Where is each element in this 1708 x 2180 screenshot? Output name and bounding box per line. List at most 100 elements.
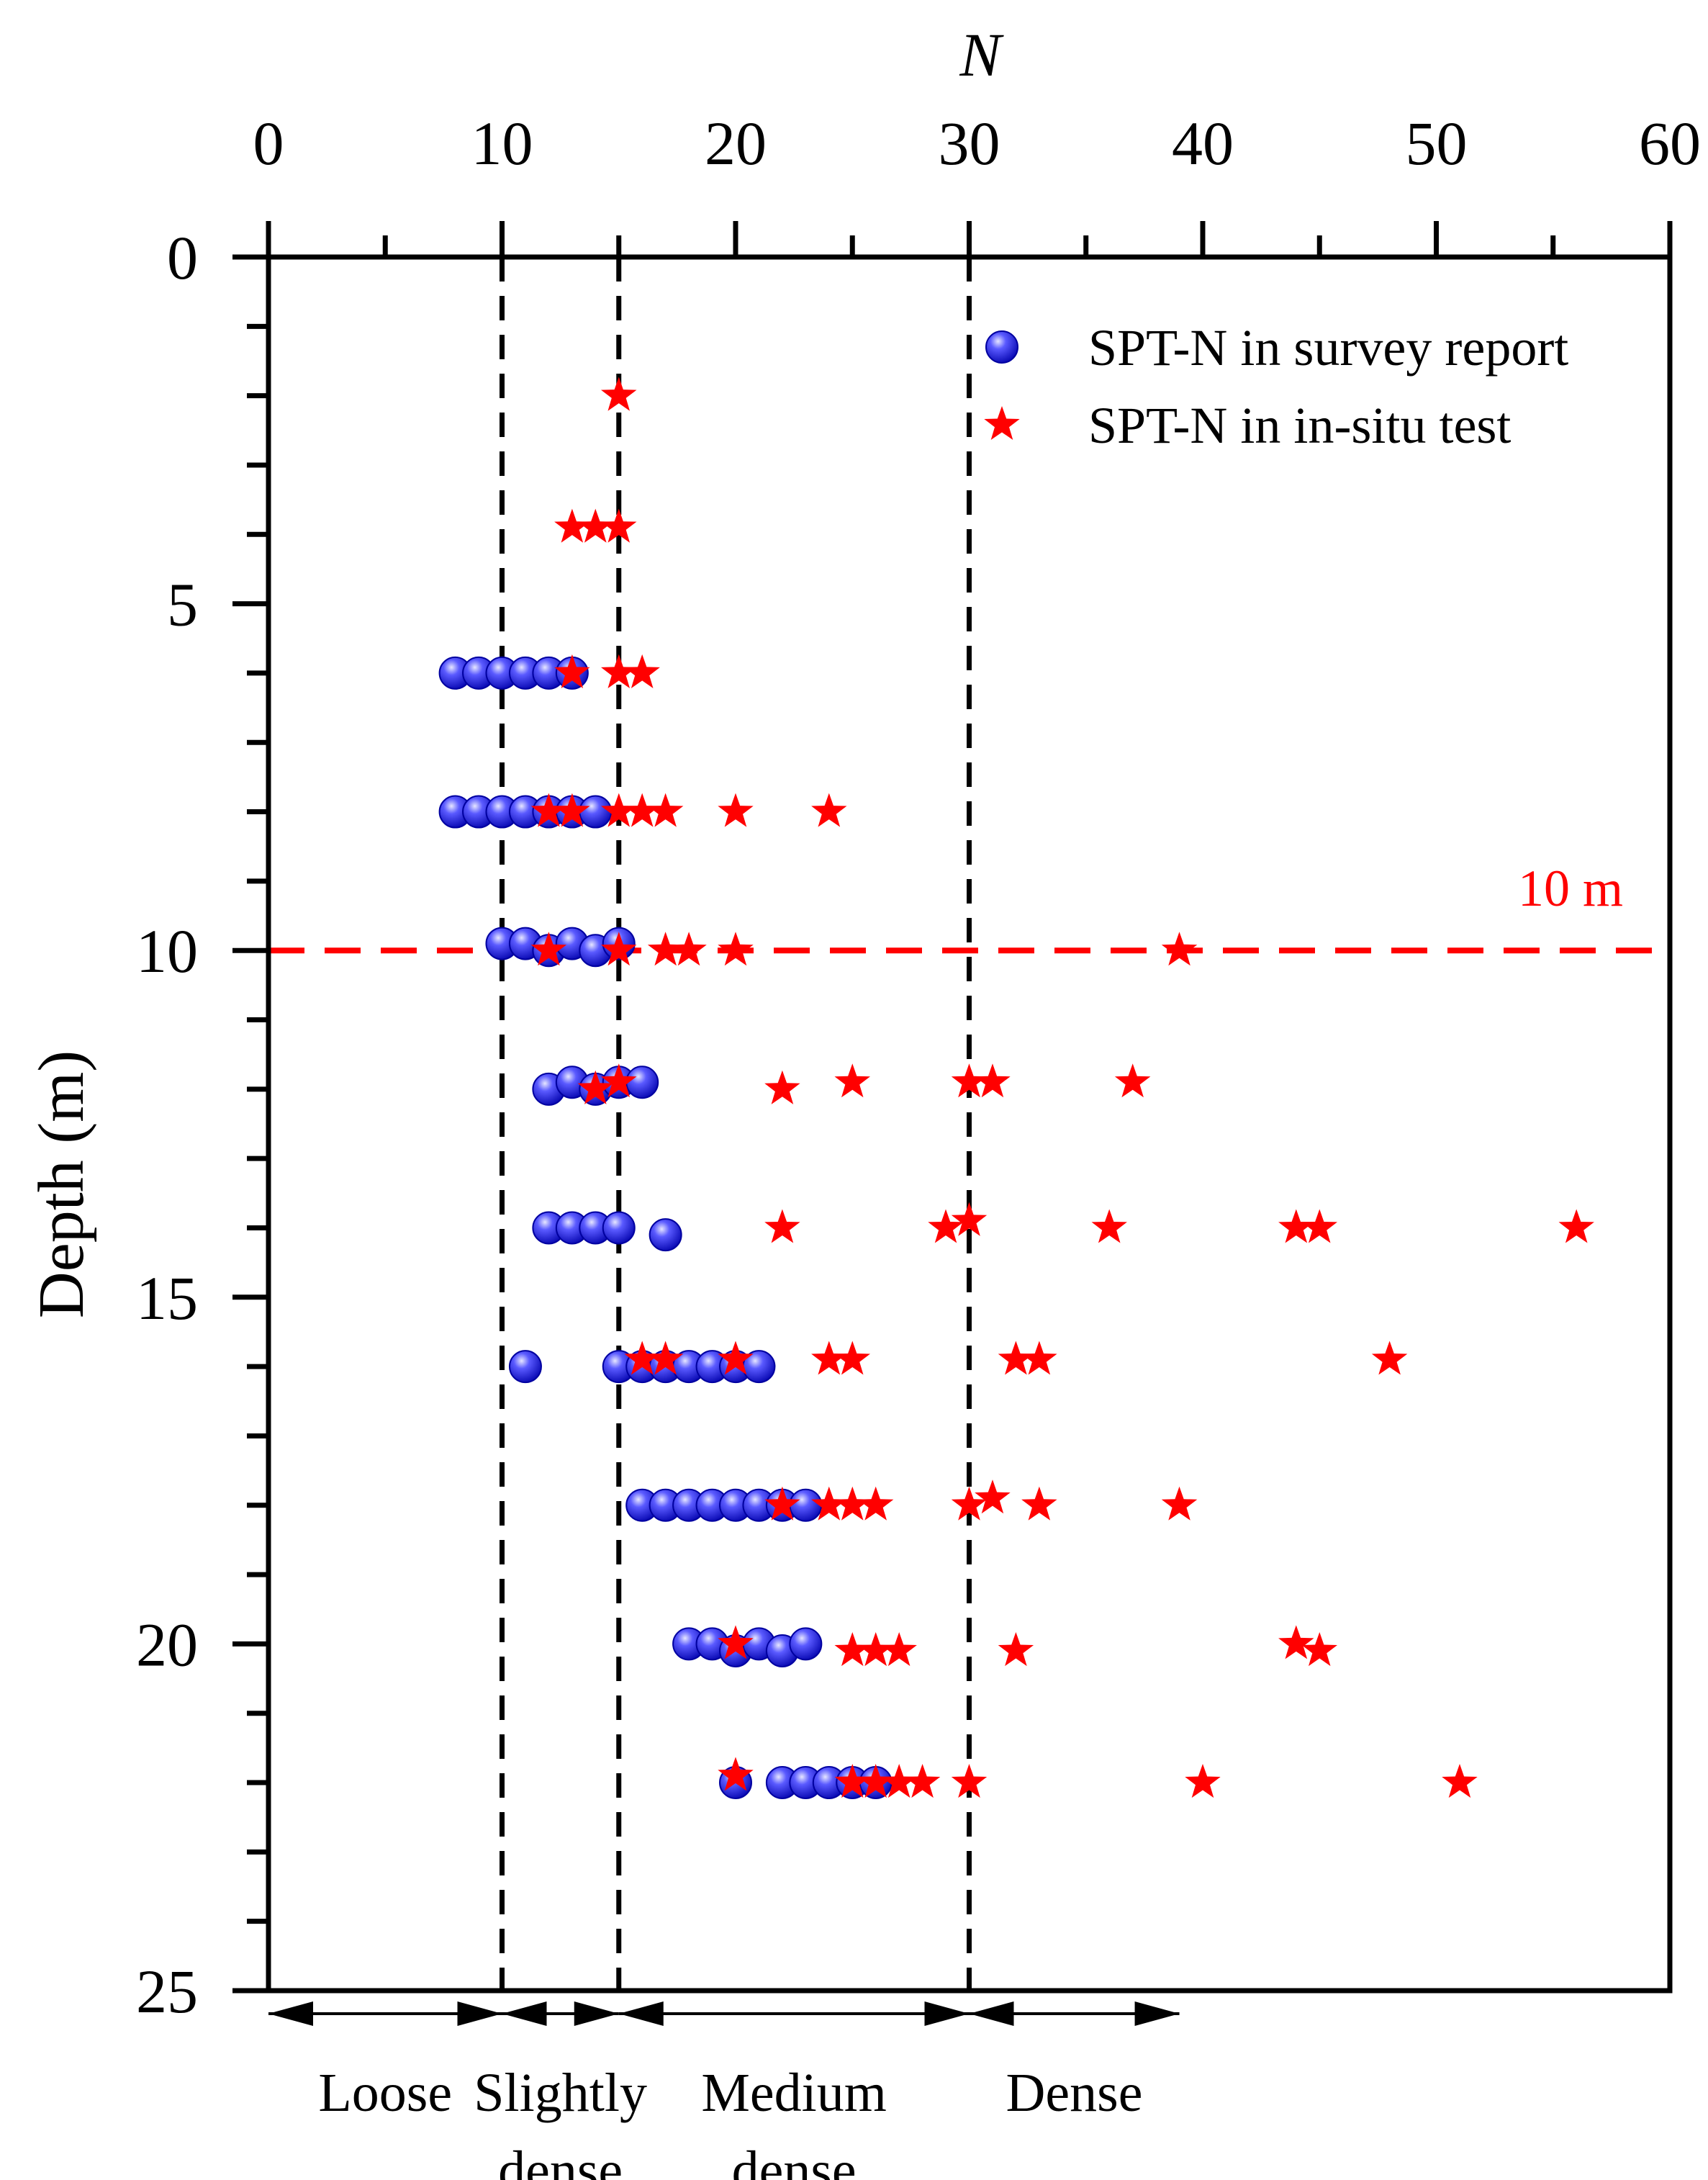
insitu-point — [718, 1757, 754, 1791]
insitu-point — [601, 508, 637, 543]
survey-point — [625, 1066, 659, 1099]
insitu-point — [1114, 1063, 1151, 1098]
zone-label-2: Slightly — [474, 2063, 647, 2123]
y-tick-label: 20 — [136, 1610, 198, 1679]
survey-point — [602, 1211, 636, 1245]
zone-arrowhead-left-3 — [618, 2001, 664, 2026]
insitu-point — [601, 654, 637, 688]
zone-label-4: Dense — [1006, 2063, 1143, 2123]
insitu-point — [1278, 1209, 1314, 1243]
legend-marker-1 — [985, 330, 1018, 364]
insitu-point — [647, 1341, 684, 1375]
insitu-point — [1185, 1764, 1221, 1798]
survey-point — [649, 1218, 682, 1252]
x-tick-label: 60 — [1639, 109, 1701, 178]
survey-point — [789, 1488, 823, 1522]
insitu-point — [834, 1486, 870, 1521]
zone-arrowhead-left-2 — [502, 2001, 547, 2026]
insitu-point — [624, 793, 660, 827]
x-tick-label: 40 — [1172, 109, 1234, 178]
insitu-point — [1161, 1486, 1198, 1521]
insitu-point — [554, 793, 590, 827]
insitu-point — [1021, 1486, 1057, 1521]
reference-lines — [268, 257, 1670, 1991]
plot-frame — [266, 254, 1673, 1994]
insitu-point — [881, 1764, 917, 1798]
insitu-point — [951, 1202, 988, 1236]
insitu-point — [1161, 932, 1198, 966]
zone-arrowhead-right-1 — [457, 2001, 502, 2026]
insitu-point — [1021, 1341, 1057, 1375]
x-tick-label: 30 — [939, 109, 1000, 178]
legend: SPT-N in survey report SPT-N in in-situ t… — [984, 319, 1568, 454]
insitu-point — [718, 1625, 754, 1659]
insitu-point — [624, 1341, 660, 1375]
insitu-point — [811, 793, 847, 827]
zone-arrowhead-left-4 — [969, 2001, 1014, 2026]
insitu-point — [718, 1341, 754, 1375]
insitu-point — [671, 932, 707, 966]
insitu-point — [1301, 1209, 1337, 1243]
insitu-point — [834, 1341, 870, 1375]
x-tick-label: 0 — [253, 109, 284, 178]
survey-point — [789, 1627, 823, 1661]
insitu-point — [998, 1632, 1034, 1667]
y-tick-label: 5 — [167, 570, 198, 639]
legend-label-2: SPT-N in in-situ test — [1088, 397, 1511, 454]
insitu-point — [577, 508, 613, 543]
zone-label-3: dense — [732, 2140, 857, 2180]
insitu-point — [577, 1070, 613, 1104]
data-points — [438, 377, 1594, 1800]
x-tick-label: 10 — [471, 109, 533, 178]
zone-label-2: dense — [498, 2140, 623, 2180]
insitu-point — [601, 377, 637, 411]
insitu-point — [718, 932, 754, 966]
insitu-point — [975, 1479, 1011, 1514]
survey-point — [579, 795, 613, 829]
series-1 — [438, 656, 893, 1800]
insitu-point — [811, 1486, 847, 1521]
insitu-point — [834, 1063, 870, 1098]
insitu-point — [858, 1764, 894, 1798]
insitu-point — [951, 1063, 988, 1098]
y-tick-label: 15 — [136, 1264, 198, 1333]
insitu-point — [530, 793, 567, 827]
axis-tick-labels: 0 10 20 30 40 50 60 0 5 10 15 20 25 — [136, 109, 1701, 2026]
insitu-point — [647, 793, 684, 827]
insitu-point — [1301, 1632, 1337, 1667]
insitu-point — [834, 1632, 870, 1667]
insitu-point — [881, 1632, 917, 1667]
insitu-point — [998, 1341, 1034, 1375]
axis-ticks — [232, 221, 1673, 1994]
insitu-point — [718, 793, 754, 827]
y-axis-title: Depth (m) — [26, 1050, 97, 1318]
insitu-point — [951, 1486, 988, 1521]
insitu-point — [1278, 1625, 1314, 1659]
insitu-point — [1371, 1341, 1408, 1375]
insitu-point — [834, 1764, 870, 1798]
zone-arrowhead-left-1 — [268, 2001, 313, 2026]
x-tick-label: 20 — [705, 109, 767, 178]
insitu-point — [858, 1486, 894, 1521]
x-axis-title: N — [959, 20, 1004, 89]
insitu-point — [1442, 1764, 1478, 1798]
insitu-point — [647, 932, 684, 966]
survey-point — [508, 1350, 542, 1384]
insitu-point — [764, 1486, 800, 1521]
y-tick-label: 0 — [167, 223, 198, 292]
y-tick-label: 25 — [136, 1957, 198, 2026]
zone-arrowhead-right-2 — [574, 2001, 619, 2026]
insitu-point — [554, 508, 590, 543]
legend-marker-2 — [984, 406, 1020, 440]
legend-label-1: SPT-N in survey report — [1088, 319, 1568, 377]
ref-line-label: 10 m — [1518, 860, 1623, 917]
insitu-point — [1558, 1209, 1594, 1243]
density-zones: Loose Slightly dense Medium dense Dense — [268, 2001, 1180, 2180]
y-tick-label: 10 — [136, 916, 198, 986]
insitu-point — [858, 1632, 894, 1667]
zone-label-1: Loose — [318, 2063, 452, 2123]
insitu-point — [764, 1070, 800, 1104]
insitu-point — [764, 1209, 800, 1243]
insitu-point — [601, 932, 637, 966]
